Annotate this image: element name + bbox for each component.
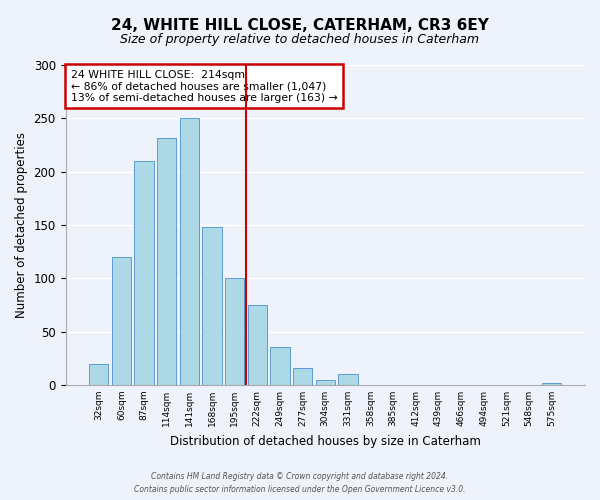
Text: 24, WHITE HILL CLOSE, CATERHAM, CR3 6EY: 24, WHITE HILL CLOSE, CATERHAM, CR3 6EY — [111, 18, 489, 32]
Bar — [316, 380, 335, 385]
Bar — [293, 368, 312, 385]
Text: Size of property relative to detached houses in Caterham: Size of property relative to detached ho… — [121, 32, 479, 46]
Bar — [271, 346, 290, 385]
Bar — [202, 227, 221, 385]
Bar — [134, 161, 154, 385]
Bar — [338, 374, 358, 385]
Bar — [542, 383, 562, 385]
Bar — [248, 305, 267, 385]
Bar — [180, 118, 199, 385]
Text: Contains HM Land Registry data © Crown copyright and database right 2024.
Contai: Contains HM Land Registry data © Crown c… — [134, 472, 466, 494]
Bar — [157, 138, 176, 385]
Y-axis label: Number of detached properties: Number of detached properties — [15, 132, 28, 318]
Bar — [225, 278, 244, 385]
X-axis label: Distribution of detached houses by size in Caterham: Distribution of detached houses by size … — [170, 434, 481, 448]
Bar — [112, 257, 131, 385]
Text: 24 WHITE HILL CLOSE:  214sqm
← 86% of detached houses are smaller (1,047)
13% of: 24 WHITE HILL CLOSE: 214sqm ← 86% of det… — [71, 70, 337, 103]
Bar — [89, 364, 109, 385]
